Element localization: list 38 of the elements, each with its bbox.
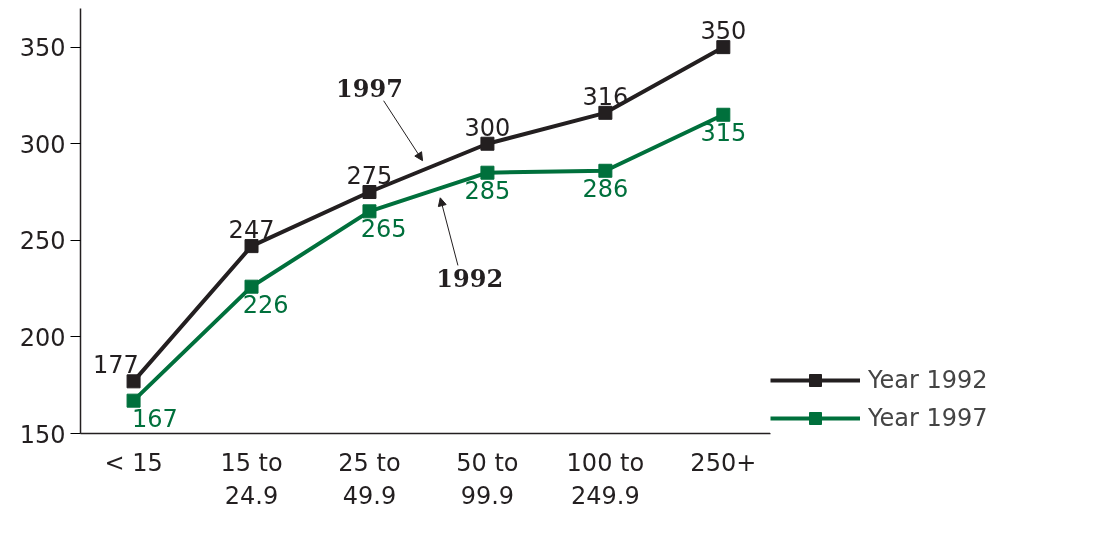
x-tick-label: 25 to 49.9 bbox=[338, 448, 401, 511]
point bbox=[126, 374, 141, 389]
y-tick-label: 200 bbox=[19, 323, 66, 352]
x-tick-label: 50 to 99.9 bbox=[456, 448, 519, 511]
data-label: 300 bbox=[464, 113, 511, 142]
y-tick-label: 250 bbox=[19, 227, 66, 256]
point bbox=[362, 204, 377, 219]
point bbox=[480, 136, 495, 151]
point bbox=[598, 163, 613, 178]
annotation: 1992 bbox=[436, 264, 504, 294]
data-label: 226 bbox=[242, 290, 289, 319]
legend-label: Year 1997 bbox=[868, 404, 988, 432]
point bbox=[126, 393, 141, 408]
data-label: 247 bbox=[228, 216, 275, 245]
x-tick-label: 250+ bbox=[690, 448, 757, 477]
x-tick-label: < 15 bbox=[104, 448, 163, 477]
data-label: 285 bbox=[464, 176, 511, 205]
x-tick-label: 100 to 249.9 bbox=[566, 448, 645, 511]
data-label: 265 bbox=[360, 215, 407, 244]
point bbox=[480, 165, 495, 180]
legend-label: Year 1992 bbox=[868, 366, 988, 394]
y-tick-label: 150 bbox=[19, 420, 66, 449]
point bbox=[244, 239, 259, 254]
point bbox=[716, 40, 731, 55]
point bbox=[598, 105, 613, 120]
point bbox=[362, 185, 377, 200]
y-tick-label: 300 bbox=[19, 130, 66, 159]
data-label: 350 bbox=[700, 17, 747, 46]
annotation: 1997 bbox=[336, 73, 403, 103]
data-label: 286 bbox=[582, 174, 629, 203]
data-label: 275 bbox=[346, 162, 393, 191]
data-label: 167 bbox=[131, 404, 178, 433]
data-label: 177 bbox=[92, 351, 139, 380]
y-tick-label: 350 bbox=[19, 34, 66, 63]
point bbox=[716, 107, 731, 122]
x-tick-label: 15 to 24.9 bbox=[220, 448, 283, 511]
point bbox=[244, 279, 259, 294]
data-label: 315 bbox=[700, 118, 747, 147]
